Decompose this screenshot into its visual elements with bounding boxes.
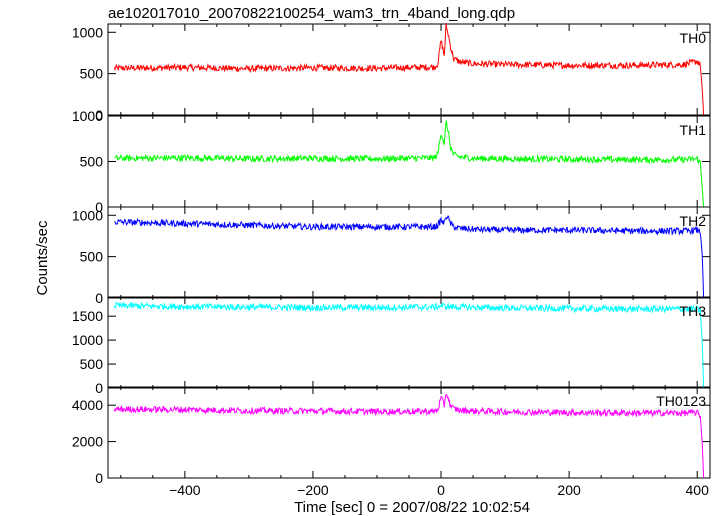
y-tick-label: 500 xyxy=(80,249,104,265)
panel-label-th0123: TH0123 xyxy=(656,393,706,409)
y-tick-label: 500 xyxy=(80,66,104,82)
x-tick-label: 0 xyxy=(437,482,445,498)
y-tick-label: 0 xyxy=(95,107,103,123)
y-tick-label: 1000 xyxy=(72,207,103,223)
panel-frame-th2 xyxy=(107,206,711,299)
y-tick-label: 1500 xyxy=(72,308,103,324)
x-tick-label: 400 xyxy=(686,482,710,498)
y-tick-label: 0 xyxy=(95,470,103,486)
y-tick-label: 1000 xyxy=(72,108,103,124)
series-line-th1 xyxy=(114,120,705,208)
y-tick-label: 1000 xyxy=(72,24,103,40)
y-tick-label: 500 xyxy=(80,356,104,372)
y-tick-label: 0 xyxy=(95,199,103,215)
y-tick-label: 0 xyxy=(95,290,103,306)
panel-frame-th0123 xyxy=(107,386,711,479)
y-tick-label: 2000 xyxy=(72,434,103,450)
x-tick-label: −200 xyxy=(297,482,329,498)
panel-label-th3: TH3 xyxy=(680,303,707,319)
panel-label-th0: TH0 xyxy=(680,30,707,46)
series-line-th3 xyxy=(113,301,705,389)
series-line-th0 xyxy=(113,22,705,116)
x-tick-label: 200 xyxy=(557,482,581,498)
y-tick-label: 0 xyxy=(95,380,103,396)
panel-group: 0 500 1000 TH0 0 500 1000 TH1 0 500 1000 TH2 0 500 100… xyxy=(72,22,711,498)
y-tick-label: 4000 xyxy=(72,397,103,413)
panel-label-th2: TH2 xyxy=(680,213,707,229)
y-tick-label: 500 xyxy=(80,154,104,170)
chart-title: ae102017010_20070822100254_wam3_trn_4ban… xyxy=(108,5,515,22)
panel-frame-th1 xyxy=(107,115,711,208)
y-tick-label: 1000 xyxy=(72,332,103,348)
series-line-th0123 xyxy=(113,393,705,479)
x-axis-label: Time [sec] 0 = 2007/08/22 10:02:54 xyxy=(294,499,530,516)
x-tick-label: −400 xyxy=(169,482,201,498)
panel-label-th1: TH1 xyxy=(680,122,707,138)
y-axis-label: Counts/sec xyxy=(34,220,51,296)
series-line-th2 xyxy=(114,215,705,299)
